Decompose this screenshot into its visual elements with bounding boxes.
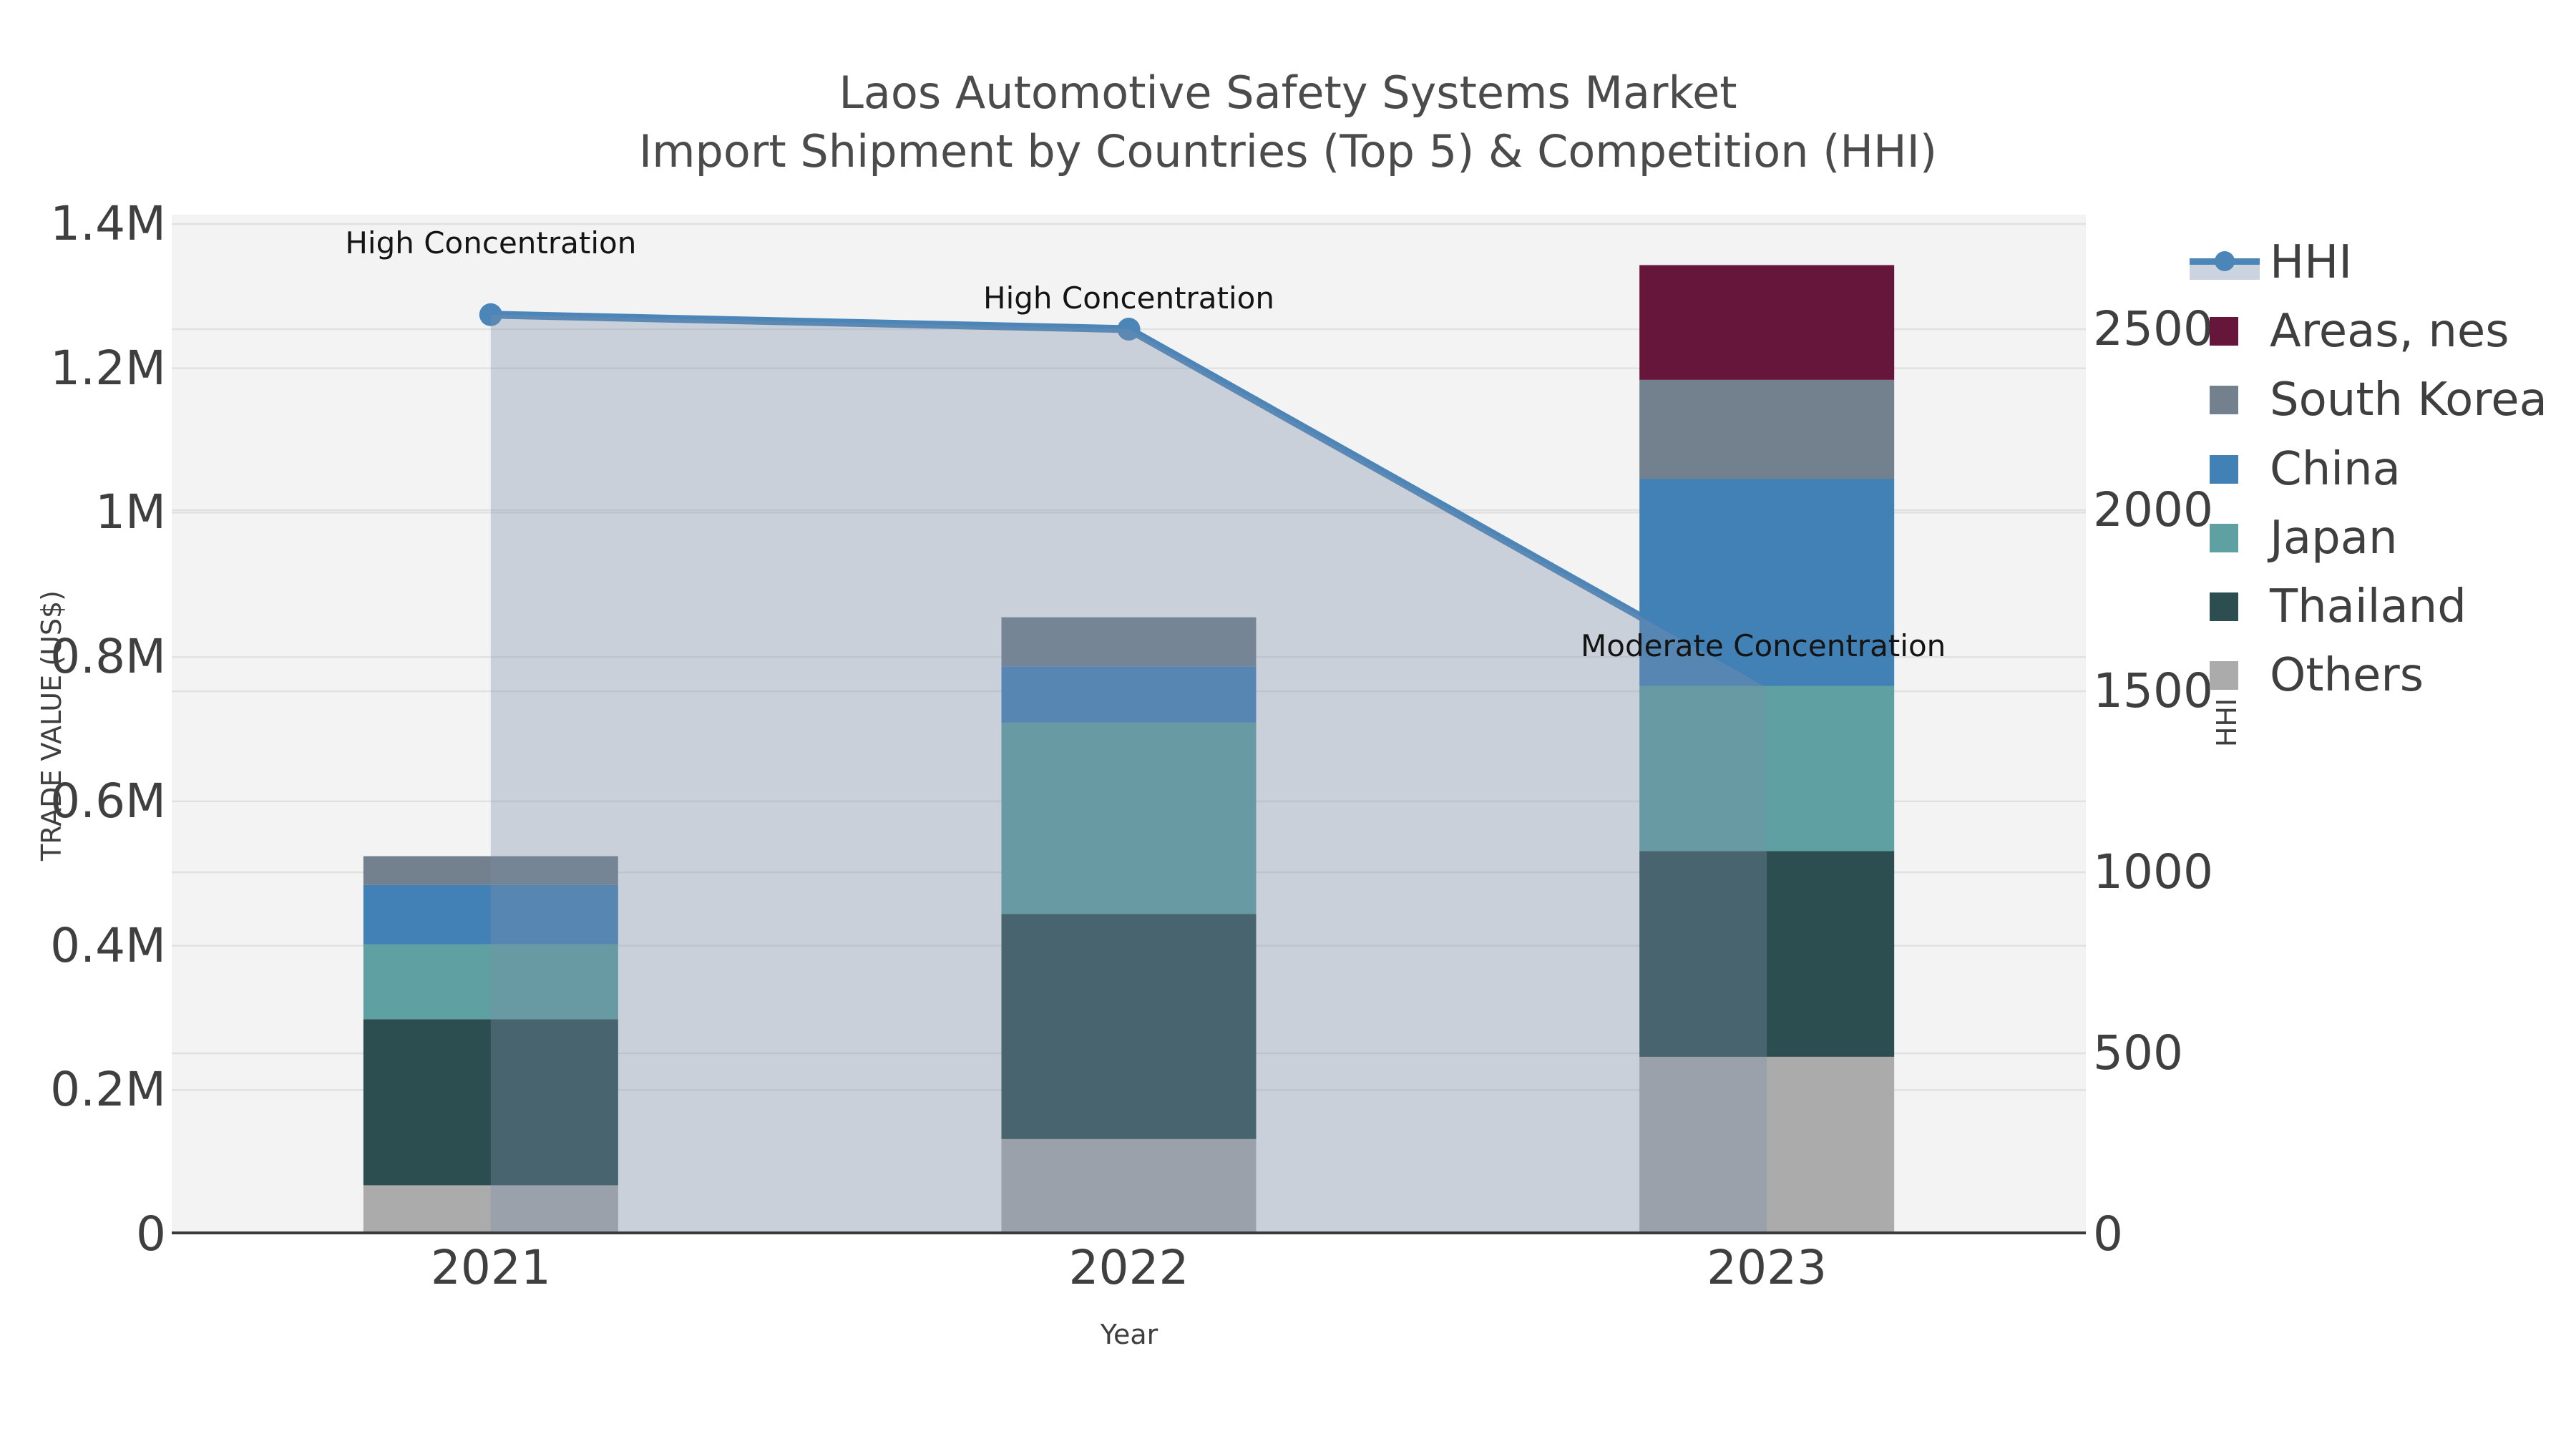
legend-swatch-japan (2210, 523, 2238, 552)
x-axis-title: Year (1100, 1319, 1158, 1350)
legend-label-thailand: Thailand (2270, 580, 2467, 633)
left-tick-0.6M: 0.6M (50, 773, 166, 829)
right-axis-title: HHI (2211, 698, 2243, 748)
bar-segment-thailand-2022 (1001, 914, 1257, 1139)
chart-title-block: Laos Automotive Safety Systems Market Im… (0, 64, 2576, 181)
bar-segment-south-korea-2021 (363, 856, 618, 885)
legend-swatch-thailand (2210, 592, 2238, 621)
left-tick-1M: 1M (95, 484, 166, 540)
left-tick-1.4M: 1.4M (50, 196, 166, 251)
legend-label-hhi: HHI (2270, 236, 2353, 289)
legend-label-china: China (2270, 442, 2401, 496)
left-tick-0: 0 (136, 1206, 166, 1262)
right-tick-2000: 2000 (2093, 482, 2213, 537)
left-tick-1.2M: 1.2M (50, 340, 166, 396)
bar-segment-japan-2022 (1001, 722, 1257, 914)
x-tick-2021: 2021 (430, 1240, 551, 1295)
annotation-1: High Concentration (345, 225, 637, 260)
legend-label-areas-nes: Areas, nes (2270, 305, 2509, 358)
right-tick-1000: 1000 (2093, 844, 2213, 899)
legend-label-japan: Japan (2270, 511, 2398, 565)
left-tick-0.4M: 0.4M (50, 917, 166, 973)
legend-swatch-china (2210, 454, 2238, 484)
bar-segment-japan-2021 (363, 944, 618, 1020)
bar-segment-others-2022 (1001, 1138, 1257, 1234)
x-tick-2023: 2023 (1707, 1240, 1828, 1295)
bar-segment-china-2023 (1639, 479, 1895, 686)
right-tick-1500: 1500 (2093, 663, 2213, 718)
legend-hhi-marker-icon (2215, 251, 2235, 271)
bar-segment-south-korea-2023 (1639, 379, 1895, 479)
left-tick-0.8M: 0.8M (50, 629, 166, 685)
annotation-2: High Concentration (983, 280, 1274, 316)
chart-title: Laos Automotive Safety Systems Market (839, 67, 1737, 119)
hhi-marker (1117, 318, 1141, 341)
hhi-band (490, 314, 1767, 1234)
legend-swatch-south-korea (2210, 386, 2238, 415)
bar-segment-areas-nes-2023 (1639, 265, 1895, 380)
bar-segment-others-2023 (1639, 1056, 1895, 1234)
annotation-3: Moderate Concentration (1581, 628, 1946, 663)
legend-swatch-others (2210, 661, 2238, 691)
x-tick-2022: 2022 (1068, 1240, 1189, 1295)
legend-label-south-korea: South Korea (2270, 374, 2547, 427)
bar-segment-thailand-2023 (1639, 851, 1895, 1057)
right-tick-0: 0 (2093, 1206, 2123, 1262)
left-tick-0.2M: 0.2M (50, 1062, 166, 1118)
bar-segment-south-korea-2022 (1001, 617, 1257, 667)
legend-label-others: Others (2270, 649, 2424, 703)
right-tick-500: 500 (2093, 1025, 2183, 1080)
hhi-marker (479, 303, 502, 326)
bar-segment-others-2021 (363, 1185, 618, 1234)
bar-segment-thailand-2021 (363, 1019, 618, 1186)
bar-segment-china-2022 (1001, 666, 1257, 723)
right-tick-2500: 2500 (2093, 301, 2213, 356)
legend-swatch-areas-nes (2210, 317, 2238, 346)
bar-segment-china-2021 (363, 884, 618, 945)
bar-segment-japan-2023 (1639, 686, 1895, 852)
chart-subtitle: Import Shipment by Countries (Top 5) & C… (638, 125, 1938, 177)
